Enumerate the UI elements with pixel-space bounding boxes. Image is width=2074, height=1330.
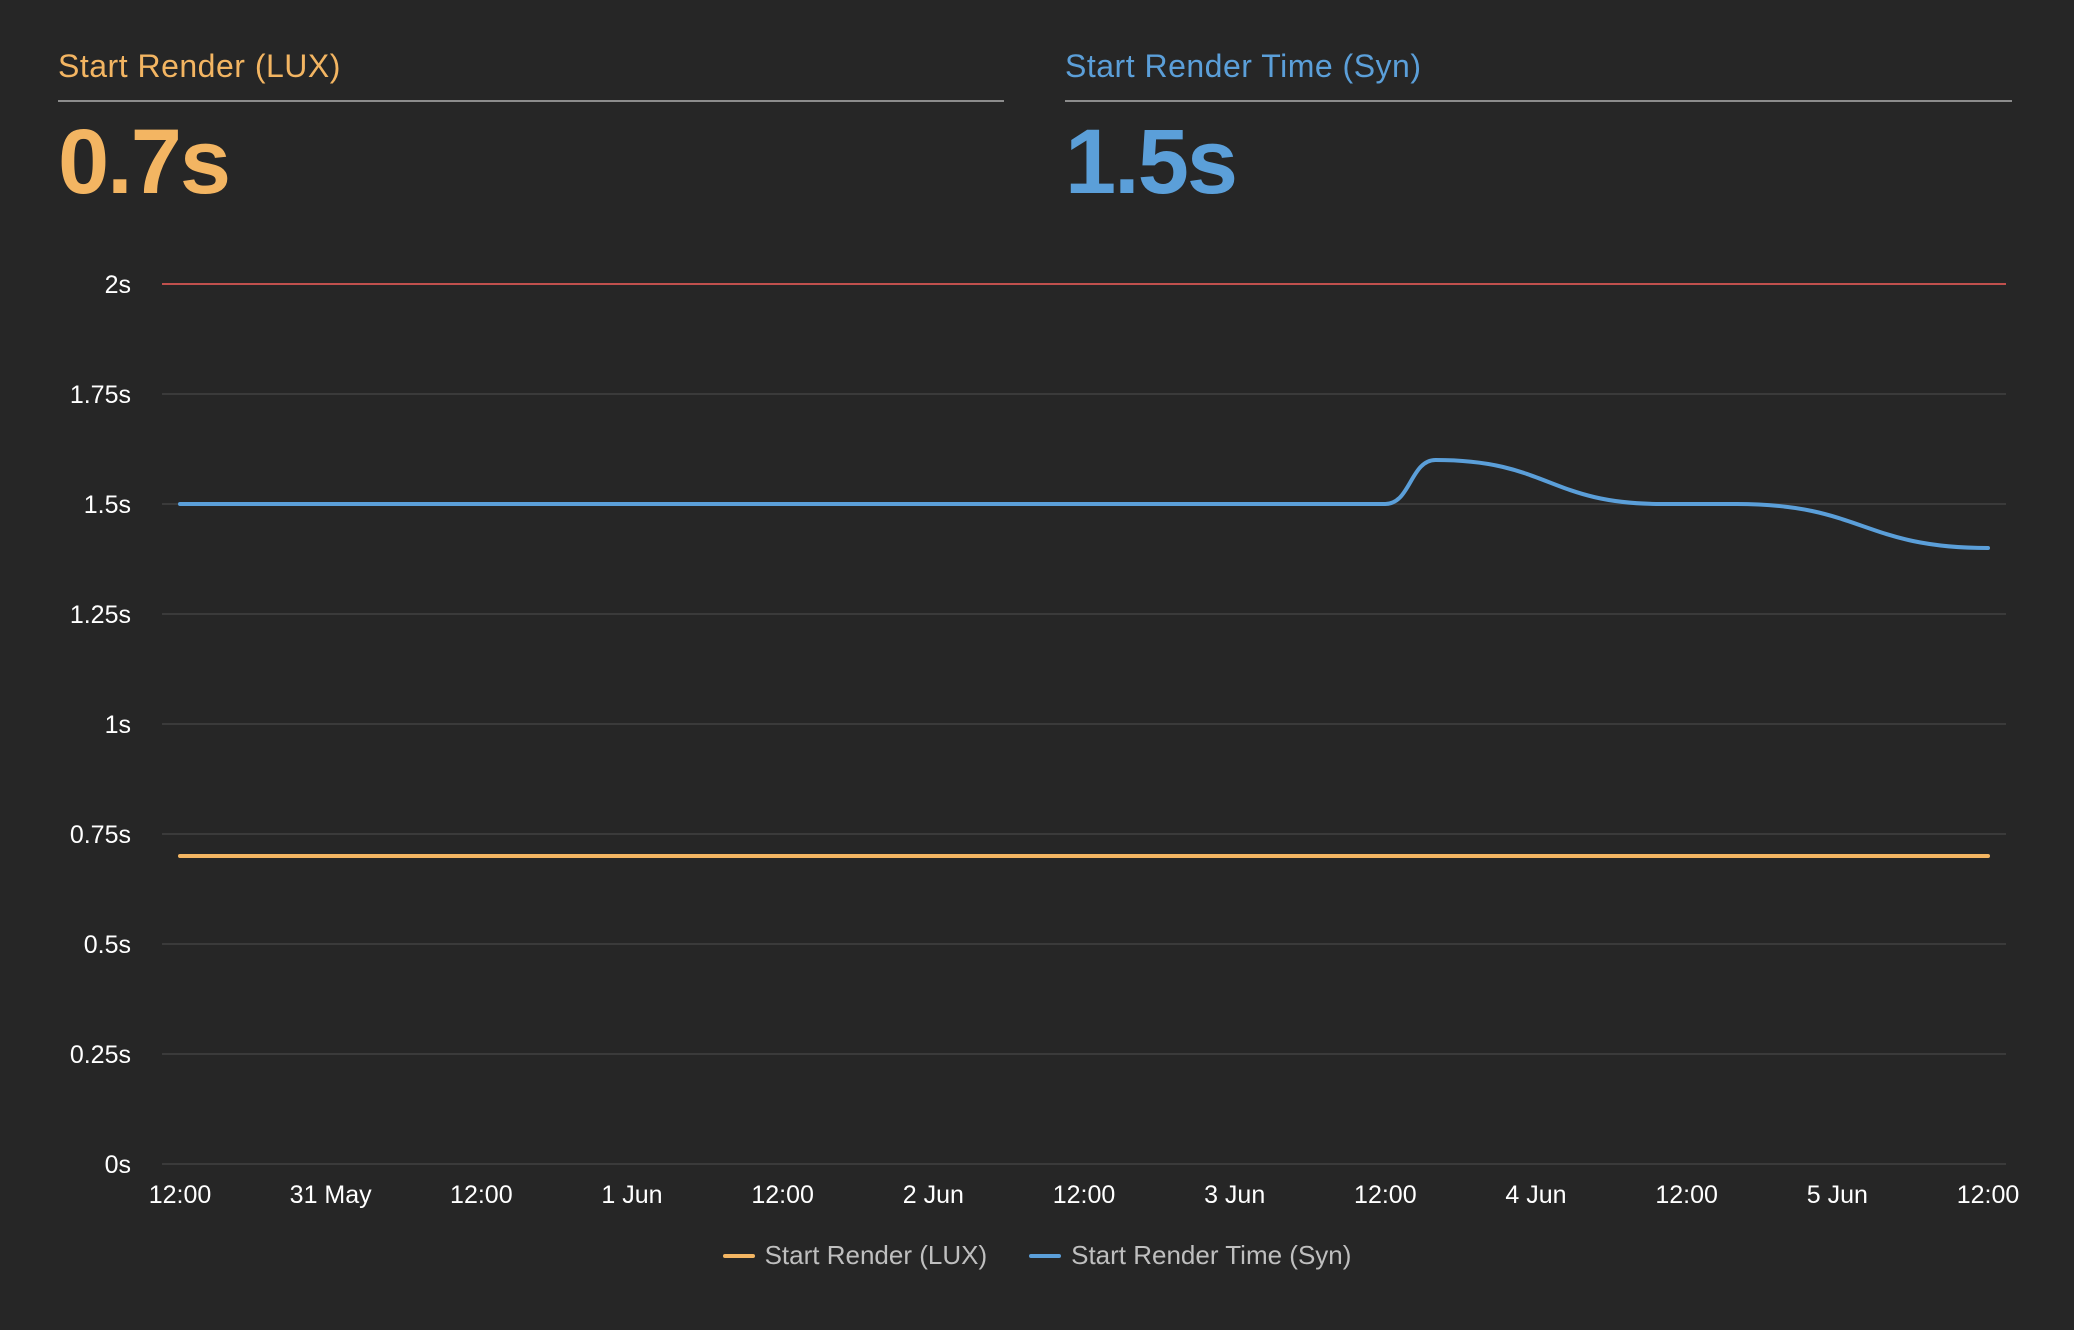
x-tick-label: 12:00	[450, 1181, 513, 1209]
y-axis: 0s 0.25s 0.5s 0.75s 1s 1.25s 1.5s 1.75s 2s	[70, 271, 131, 1179]
metric-value: 1.5s	[1065, 111, 1238, 213]
legend-label: Start Render Time (Syn)	[1071, 1240, 1352, 1270]
x-tick-label: 12:00	[751, 1181, 814, 1209]
legend-swatch	[1029, 1253, 1062, 1258]
x-tick-label: 12:00	[1655, 1181, 1718, 1209]
x-tick-label: 4 Jun	[1505, 1181, 1566, 1209]
metric-value: 0.7s	[58, 111, 231, 213]
y-tick-label: 2s	[105, 271, 131, 299]
metric-start-render-lux: Start Render (LUX) 0.7s	[58, 44, 1004, 212]
metric-label: Start Render (LUX)	[58, 44, 1004, 102]
chart-legend: Start Render (LUX) Start Render Time (Sy…	[0, 1240, 2074, 1271]
y-tick-label: 1.25s	[70, 601, 131, 629]
y-tick-label: 0s	[105, 1151, 131, 1179]
x-tick-label: 12:00	[1053, 1181, 1116, 1209]
legend-item-lux[interactable]: Start Render (LUX)	[722, 1240, 988, 1271]
x-tick-label: 31 May	[290, 1181, 372, 1209]
y-tick-label: 0.25s	[70, 1041, 131, 1069]
legend-item-syn[interactable]: Start Render Time (Syn)	[1029, 1240, 1351, 1271]
series-lines[interactable]	[178, 458, 1990, 858]
x-tick-label: 12:00	[1957, 1181, 2020, 1209]
y-tick-label: 1.5s	[84, 491, 131, 519]
grid-lines	[162, 393, 2006, 1165]
x-tick-label: 3 Jun	[1204, 1181, 1265, 1209]
x-tick-label: 12:00	[1354, 1181, 1417, 1209]
x-tick-label: 12:00	[149, 1181, 212, 1209]
y-tick-label: 0.5s	[84, 931, 131, 959]
x-tick-label: 5 Jun	[1807, 1181, 1868, 1209]
metric-label: Start Render Time (Syn)	[1065, 44, 2012, 102]
x-tick-label: 2 Jun	[903, 1181, 964, 1209]
y-tick-label: 1s	[105, 711, 131, 739]
series-line-syn[interactable]	[178, 458, 1990, 550]
x-axis: 12:00 31 May 12:00 1 Jun 12:00 2 Jun 12:00 3 Ju…	[149, 1181, 2020, 1209]
y-tick-label: 1.75s	[70, 381, 131, 409]
y-tick-label: 0.75s	[70, 821, 131, 849]
x-tick-label: 1 Jun	[601, 1181, 662, 1209]
legend-swatch	[722, 1253, 755, 1258]
legend-label: Start Render (LUX)	[764, 1240, 988, 1270]
metric-start-render-time-syn: Start Render Time (Syn) 1.5s	[1065, 44, 2012, 212]
